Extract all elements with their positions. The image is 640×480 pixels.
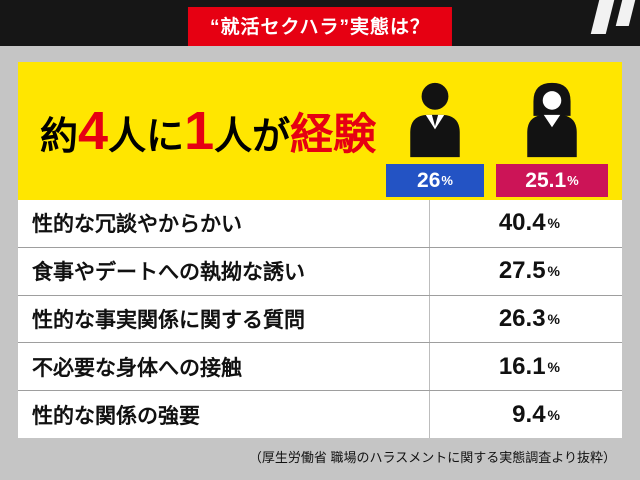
row-label: 不必要な身体への接触	[18, 343, 430, 391]
male-figure: 26 %	[386, 78, 484, 197]
row-label: 性的な関係の強要	[18, 391, 430, 438]
headline-accent-text: 経験	[290, 111, 377, 159]
headline-text: 人が	[214, 116, 291, 158]
row-percentage: 26.3	[498, 304, 546, 332]
table-row: 性的な事実関係に関する質問 26.3 %	[18, 294, 622, 343]
male-icon	[410, 82, 460, 158]
headline-text: 人に	[108, 116, 185, 158]
headline-number: 1	[184, 101, 215, 161]
table-row: 性的な冗談やからかい 40.4 %	[18, 200, 622, 247]
row-value: 27.5 %	[430, 248, 622, 295]
male-percentage-value: 26	[417, 169, 441, 192]
table-row: 不必要な身体への接触 16.1 %	[18, 342, 622, 391]
corner-logo-bar	[615, 0, 636, 26]
source-note: （厚生労働省 職場のハラスメントに関する実態調査より抜粋）	[248, 450, 616, 465]
row-percentage: 16.1	[498, 352, 546, 380]
row-label: 性的な事実関係に関する質問	[18, 295, 430, 343]
page-title: “就活セクハラ”実態は？	[209, 17, 431, 38]
percent-sign: %	[547, 263, 560, 280]
row-value: 26.3 %	[430, 296, 622, 343]
percent-sign: %	[547, 310, 560, 327]
female-figure: 25.1 %	[496, 78, 608, 197]
headline-section: 約4人に1人が経験 26 %	[18, 62, 622, 200]
percent-sign: %	[547, 215, 560, 232]
percent-sign: %	[567, 173, 579, 188]
female-percentage-value: 25.1	[525, 169, 567, 192]
headline-number: 4	[78, 101, 109, 161]
row-percentage: 27.5	[498, 257, 546, 285]
row-value: 16.1 %	[430, 343, 622, 390]
percent-sign: %	[547, 406, 560, 423]
stats-card: 約4人に1人が経験 26 %	[18, 62, 622, 438]
female-percentage-badge: 25.1 %	[496, 164, 608, 197]
percent-sign: %	[441, 173, 453, 188]
stats-table: 性的な冗談やからかい 40.4 % 食事やデートへの執拗な誘い 27.5 % 性…	[18, 200, 622, 438]
row-label: 性的な冗談やからかい	[18, 200, 430, 247]
percent-sign: %	[547, 358, 560, 375]
corner-logo-bar	[590, 0, 615, 34]
row-value: 9.4 %	[430, 391, 622, 438]
headline: 約4人に1人が経験	[40, 104, 376, 158]
headline-text: 約	[40, 116, 79, 158]
row-label: 食事やデートへの執拗な誘い	[18, 247, 430, 295]
top-bar: “就活セクハラ”実態は？	[0, 0, 640, 46]
title-banner: “就活セクハラ”実態は？	[187, 7, 453, 46]
table-row: 性的な関係の強要 9.4 %	[18, 390, 622, 438]
row-percentage: 9.4	[512, 400, 546, 428]
male-percentage-badge: 26 %	[386, 164, 484, 197]
row-value: 40.4 %	[430, 200, 622, 247]
table-row: 食事やデートへの執拗な誘い 27.5 %	[18, 246, 622, 295]
row-percentage: 40.4	[498, 209, 546, 237]
corner-logo-fragment	[584, 0, 636, 42]
female-icon	[527, 82, 577, 158]
